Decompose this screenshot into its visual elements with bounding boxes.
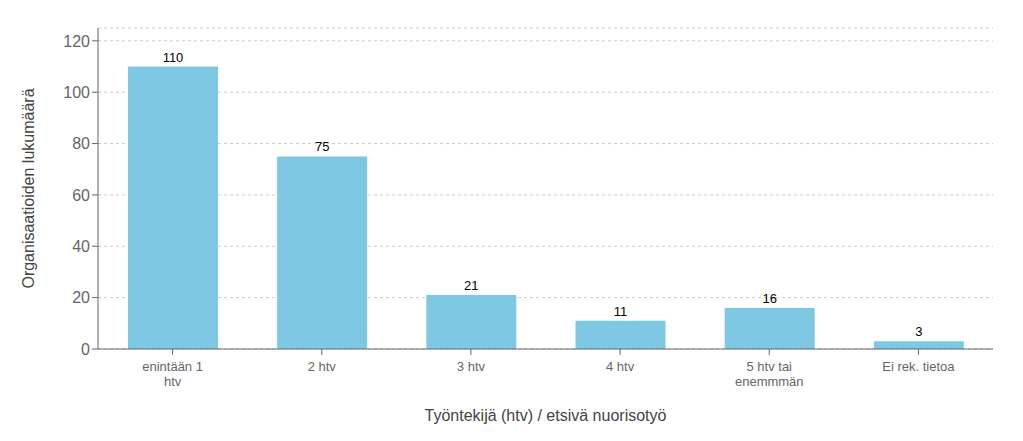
svg-text:0: 0	[81, 341, 90, 358]
svg-text:120: 120	[63, 33, 90, 50]
svg-text:Työntekijä (htv) / etsivä nuor: Työntekijä (htv) / etsivä nuorisotyö	[425, 407, 667, 424]
svg-text:16: 16	[762, 291, 776, 306]
svg-text:20: 20	[72, 289, 90, 306]
svg-text:75: 75	[315, 139, 329, 154]
svg-text:21: 21	[464, 278, 478, 293]
svg-text:3 htv: 3 htv	[457, 359, 486, 374]
svg-text:2 htv: 2 htv	[308, 359, 337, 374]
svg-text:11: 11	[614, 304, 628, 319]
svg-text:80: 80	[72, 135, 90, 152]
svg-text:4 htv: 4 htv	[606, 359, 635, 374]
svg-text:5 htv taienemmmän: 5 htv taienemmmän	[735, 359, 804, 389]
svg-text:enintään 1htv: enintään 1htv	[142, 359, 203, 389]
svg-text:Organisaatioiden lukumäärä: Organisaatioiden lukumäärä	[20, 88, 37, 288]
svg-text:40: 40	[72, 238, 90, 255]
svg-text:3: 3	[915, 324, 922, 339]
svg-text:Ei rek. tietoa: Ei rek. tietoa	[882, 359, 955, 374]
svg-text:110: 110	[163, 50, 184, 65]
svg-text:60: 60	[72, 187, 90, 204]
svg-text:100: 100	[63, 84, 90, 101]
